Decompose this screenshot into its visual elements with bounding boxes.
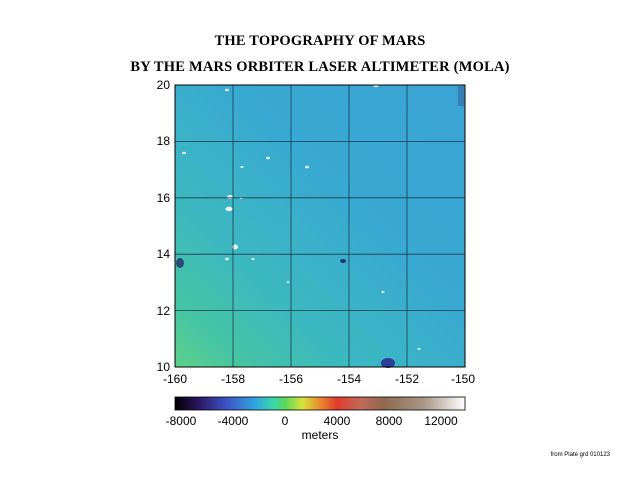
colorbar-tick-label: -4000 [218,414,249,428]
y-tick-label: 20 [157,78,171,92]
x-tick-label: -152 [395,372,419,386]
credit-text: from Plate grd 010123 [550,452,610,458]
y-tick-label: 18 [157,134,171,148]
grid-lines [175,85,465,367]
y-axis: 20 18 16 14 12 10 [157,78,171,374]
y-tick-label: 10 [157,360,171,374]
colorbar-tick-label: 8000 [376,414,403,428]
x-tick-label: -160 [163,372,187,386]
map-panel [174,84,466,368]
y-tick-label: 16 [157,191,171,205]
elevation-raster [175,85,465,367]
x-axis: -160 -158 -156 -154 -152 -150 [163,372,475,386]
crater-features [176,85,464,368]
colorbar-tick-label: 0 [282,414,289,428]
x-tick-label: -154 [337,372,361,386]
x-tick-label: -150 [451,372,475,386]
map-subtitle: BY THE MARS ORBITER LASER ALTIMETER (MOL… [130,59,510,75]
y-tick-label: 12 [157,304,171,318]
colorbar-tick-label: 4000 [324,414,351,428]
colorbar-gradient [174,396,466,411]
map-frame [174,84,466,368]
x-tick-label: -156 [279,372,303,386]
y-tick-label: 14 [157,247,171,261]
colorbar-unit-label: meters [302,428,339,442]
colorbar: -8000 -4000 0 4000 8000 12000 meters [166,396,466,442]
x-tick-label: -158 [221,372,245,386]
colorbar-tick-label: -8000 [166,414,197,428]
map-title: THE TOPOGRAPHY OF MARS [214,33,426,49]
colorbar-tick-label: 12000 [424,414,458,428]
